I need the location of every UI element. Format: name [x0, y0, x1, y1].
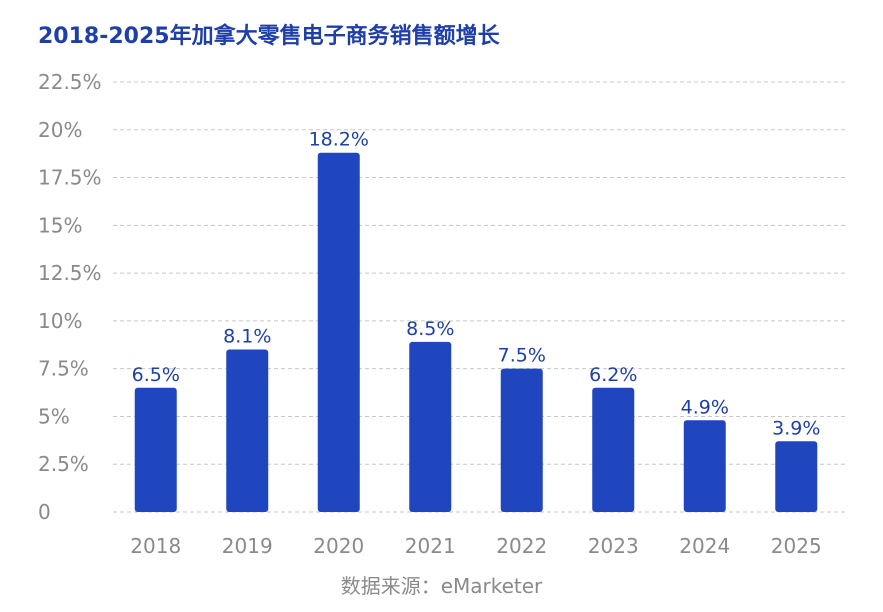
data-label-2023: 6.2% [589, 364, 637, 386]
data-label-2019: 8.1% [223, 326, 271, 348]
bar-2019 [226, 349, 269, 512]
y-axis-ticks: 0 2.5% 5% 7.5% 10% 12.5% 15% 17.5% 20% 22.5% [38, 70, 102, 524]
x-tick-label: 2024 [679, 534, 730, 558]
chart-title: 2018-2025年加拿大零售电子商务销售额增长 [38, 24, 500, 49]
y-tick-label: 2.5% [38, 452, 89, 476]
bar-2024 [683, 420, 726, 512]
bar-2023 [592, 387, 635, 512]
bar-2020 [317, 152, 360, 512]
x-tick-label: 2025 [771, 534, 822, 558]
y-tick-label: 22.5% [38, 70, 102, 94]
x-tick-label: 2023 [588, 534, 639, 558]
x-tick-label: 2021 [405, 534, 456, 558]
bars [134, 152, 818, 512]
source-note: 数据来源：eMarketer [340, 574, 543, 598]
y-tick-label: 20% [38, 118, 82, 142]
bar-2018 [134, 387, 177, 512]
y-tick-label: 15% [38, 213, 82, 237]
bar-2025 [775, 441, 818, 512]
data-label-2018: 6.5% [132, 364, 180, 386]
y-tick-label: 0 [38, 500, 51, 524]
x-tick-label: 2018 [130, 534, 181, 558]
data-label-2024: 4.9% [681, 396, 729, 418]
bar-2021 [409, 341, 452, 512]
bar-2022 [500, 368, 543, 512]
x-axis-ticks: 2018 2019 2020 2021 2022 2023 2024 2025 [130, 534, 821, 558]
data-label-2025: 3.9% [772, 417, 820, 439]
y-tick-label: 17.5% [38, 166, 102, 190]
data-labels: 6.5% 8.1% 18.2% 8.5% 7.5% 6.2% 4.9% 3.9% [132, 129, 821, 440]
y-tick-label: 7.5% [38, 357, 89, 381]
x-tick-label: 2019 [222, 534, 273, 558]
data-label-2021: 8.5% [406, 318, 454, 340]
data-label-2020: 18.2% [309, 129, 369, 151]
y-tick-label: 5% [38, 404, 70, 428]
grid-lines [113, 81, 845, 513]
x-tick-label: 2022 [496, 534, 547, 558]
y-tick-label: 10% [38, 309, 82, 333]
data-label-2022: 7.5% [498, 345, 546, 367]
x-tick-label: 2020 [313, 534, 364, 558]
y-tick-label: 12.5% [38, 261, 102, 285]
